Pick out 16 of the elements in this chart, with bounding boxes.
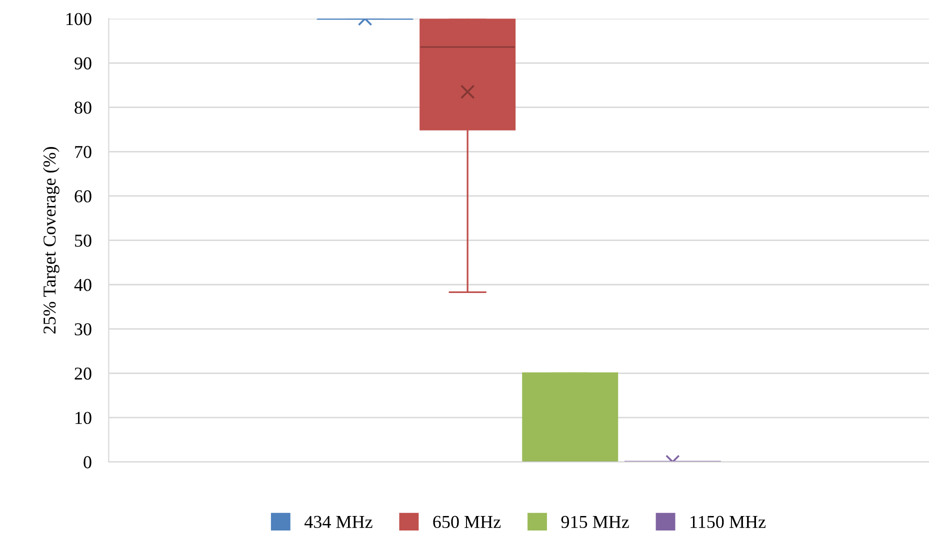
legend-label: 1150 MHz: [690, 516, 766, 528]
y-tick-label: 80: [74, 102, 92, 114]
y-tick-label: 50: [75, 234, 92, 247]
y-tick-label: 100: [66, 12, 92, 26]
legend-label: 434 MHz: [304, 516, 372, 528]
y-tick-label: 40: [74, 278, 92, 292]
y-axis-title: 25% Target Coverage (%): [42, 147, 60, 334]
legend-label: 915 MHz: [561, 516, 629, 528]
y-tick-label: 60: [74, 190, 92, 202]
y-tick-label: 20: [74, 368, 92, 380]
y-tick-label: 0: [84, 456, 92, 468]
y-tick-label: 10: [76, 412, 92, 424]
y-tick-label: 90: [74, 57, 92, 70]
y-tick-label: 70: [75, 146, 92, 158]
y-tick-label: 30: [74, 323, 92, 336]
legend-label: 650 MHz: [433, 516, 501, 528]
